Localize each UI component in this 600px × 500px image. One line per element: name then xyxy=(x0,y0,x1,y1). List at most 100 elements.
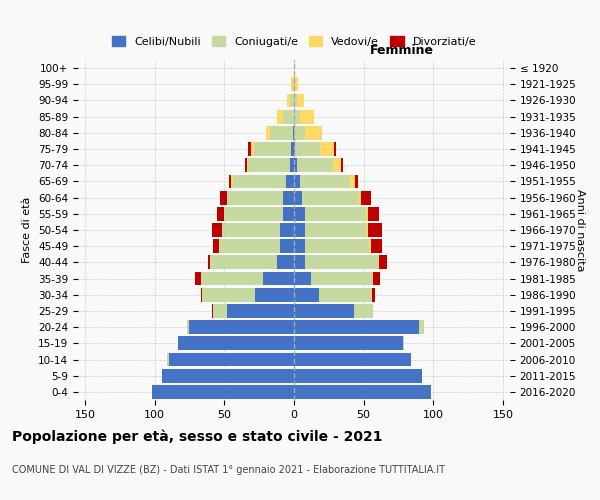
Bar xyxy=(293,126,294,140)
Bar xyxy=(294,369,422,382)
Bar xyxy=(161,369,294,382)
Bar xyxy=(294,352,411,366)
Bar xyxy=(294,240,305,253)
Bar xyxy=(271,126,293,140)
Bar xyxy=(419,320,424,334)
Bar xyxy=(294,207,305,220)
Bar xyxy=(291,78,293,91)
Bar xyxy=(231,174,233,188)
Bar xyxy=(233,174,286,188)
Bar xyxy=(295,142,320,156)
Legend: Celibi/Nubili, Coniugati/e, Vedovi/e, Divorziati/e: Celibi/Nubili, Coniugati/e, Vedovi/e, Di… xyxy=(107,32,481,51)
Bar xyxy=(294,126,305,140)
Bar xyxy=(368,223,382,237)
Bar xyxy=(367,223,368,237)
Bar xyxy=(200,272,263,285)
Bar xyxy=(294,158,297,172)
Bar xyxy=(208,256,211,270)
Bar xyxy=(152,385,294,399)
Bar xyxy=(334,142,336,156)
Y-axis label: Anni di nascita: Anni di nascita xyxy=(575,188,585,271)
Bar xyxy=(294,304,354,318)
Bar xyxy=(290,158,294,172)
Bar xyxy=(294,272,311,285)
Bar xyxy=(211,256,277,270)
Bar xyxy=(220,190,227,204)
Bar xyxy=(224,207,283,220)
Bar xyxy=(368,207,379,220)
Bar xyxy=(277,256,294,270)
Bar xyxy=(305,126,322,140)
Bar xyxy=(195,272,200,285)
Bar xyxy=(373,272,380,285)
Bar xyxy=(263,272,294,285)
Bar xyxy=(379,256,388,270)
Bar xyxy=(355,174,358,188)
Bar xyxy=(294,94,297,108)
Bar xyxy=(294,110,299,124)
Bar xyxy=(229,174,231,188)
Bar xyxy=(299,174,350,188)
Bar xyxy=(297,94,304,108)
Bar xyxy=(305,207,367,220)
Bar xyxy=(280,223,294,237)
Bar xyxy=(333,158,341,172)
Bar xyxy=(255,288,294,302)
Bar xyxy=(294,142,295,156)
Bar xyxy=(361,190,371,204)
Bar xyxy=(200,288,202,302)
Bar xyxy=(294,190,302,204)
Text: COMUNE DI VAL DI VIZZE (BZ) - Dati ISTAT 1° gennaio 2021 - Elaborazione TUTTITAL: COMUNE DI VAL DI VIZZE (BZ) - Dati ISTAT… xyxy=(12,465,445,475)
Bar xyxy=(178,336,294,350)
Bar xyxy=(221,223,280,237)
Bar xyxy=(358,190,361,204)
Bar xyxy=(283,207,294,220)
Bar xyxy=(202,288,255,302)
Bar xyxy=(294,78,295,91)
Bar xyxy=(294,223,305,237)
Bar xyxy=(319,288,372,302)
Bar xyxy=(251,142,254,156)
Bar xyxy=(248,158,290,172)
Bar xyxy=(305,223,367,237)
Bar xyxy=(187,320,190,334)
Bar xyxy=(287,94,290,108)
Bar xyxy=(294,320,419,334)
Text: Femmine: Femmine xyxy=(370,44,434,57)
Bar xyxy=(254,142,291,156)
Bar xyxy=(248,142,251,156)
Bar xyxy=(213,240,219,253)
Bar xyxy=(294,174,299,188)
Bar xyxy=(291,142,294,156)
Bar xyxy=(213,304,227,318)
Bar xyxy=(294,336,403,350)
Bar xyxy=(245,158,247,172)
Bar xyxy=(290,94,294,108)
Bar xyxy=(297,158,333,172)
Bar xyxy=(219,240,280,253)
Bar xyxy=(294,288,319,302)
Bar xyxy=(283,190,294,204)
Bar xyxy=(341,158,343,172)
Bar xyxy=(377,256,379,270)
Bar xyxy=(169,352,294,366)
Bar xyxy=(294,385,431,399)
Bar xyxy=(367,207,368,220)
Bar xyxy=(293,78,294,91)
Bar xyxy=(305,256,377,270)
Text: Popolazione per età, sesso e stato civile - 2021: Popolazione per età, sesso e stato civil… xyxy=(12,430,383,444)
Bar xyxy=(167,352,169,366)
Bar xyxy=(283,110,294,124)
Y-axis label: Fasce di età: Fasce di età xyxy=(22,197,32,263)
Bar xyxy=(294,61,295,75)
Bar xyxy=(247,158,248,172)
Bar xyxy=(305,240,369,253)
Bar xyxy=(286,174,294,188)
Bar xyxy=(212,223,221,237)
Bar xyxy=(294,256,305,270)
Bar xyxy=(311,272,373,285)
Bar xyxy=(227,304,294,318)
Bar xyxy=(217,207,224,220)
Bar xyxy=(212,304,213,318)
Bar xyxy=(277,110,283,124)
